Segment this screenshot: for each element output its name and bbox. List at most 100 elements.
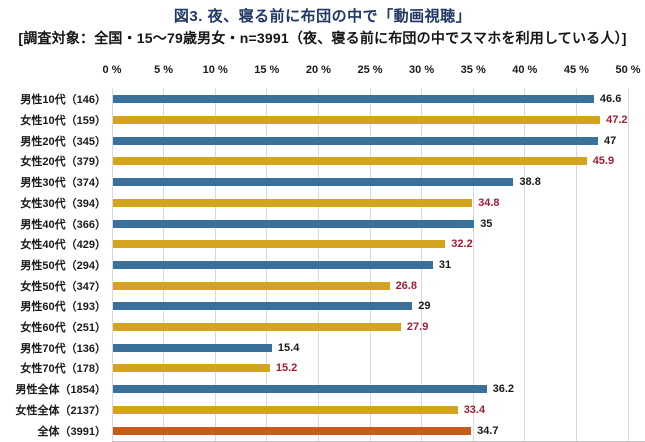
bar-row: 女性50代（347） 26.8 <box>0 275 645 296</box>
category-label: 男性全体（1854） <box>15 384 106 397</box>
category-label: 女性40代（429） <box>20 239 106 252</box>
bar-zone: 33.4 <box>113 400 629 421</box>
gridline <box>472 88 474 441</box>
chart-title: 図3. 夜、寝る前に布団の中で「動画視聴」 <box>173 8 472 25</box>
category-label: 女性30代（394） <box>20 197 106 210</box>
x-tick-label: 15 % <box>254 64 280 76</box>
bar-female <box>113 364 270 373</box>
value-label: 27.9 <box>406 321 429 334</box>
bar-zone: 38.8 <box>113 172 629 193</box>
value-label: 47 <box>604 134 617 147</box>
bar-zone: 27.9 <box>113 317 629 338</box>
category-label: 男性10代（146） <box>20 94 106 107</box>
x-tick-label: 5 % <box>154 64 174 76</box>
bar-zone: 35 <box>113 213 629 234</box>
bar-zone: 15.2 <box>113 358 629 379</box>
category-label: 女性50代（347） <box>20 280 106 293</box>
bar-female <box>113 198 473 207</box>
value-label: 33.4 <box>463 403 486 416</box>
bar-zone: 31 <box>113 255 629 276</box>
x-tick-label: 10 % <box>202 64 228 76</box>
bar-zone: 26.8 <box>113 275 629 296</box>
x-tick-label: 20 % <box>305 64 331 76</box>
bar-row: 女性30代（394） 34.8 <box>0 193 645 214</box>
x-axis: 0 % 5 % 10 % 15 % 20 % 25 % 30 % 35 % 40 % 45 % 50… <box>103 64 641 79</box>
bar-row: 男性全体（1854） 36.2 <box>0 379 645 400</box>
bar-female <box>113 157 587 166</box>
category-label: 男性30代（374） <box>20 177 106 190</box>
bar-zone: 47.2 <box>113 110 629 131</box>
bar-female <box>113 116 601 125</box>
value-label: 34.7 <box>477 424 499 437</box>
bar-row: 女性70代（178） 15.2 <box>0 358 645 379</box>
bar-male <box>113 95 594 104</box>
value-label: 26.8 <box>395 279 417 292</box>
bar-rows: 男性10代（146） 46.6 女性10代（159） 47.2 男性20代（345） 47… <box>0 89 645 441</box>
bar-female <box>113 405 458 414</box>
value-label: 32.2 <box>451 238 473 251</box>
bar-zone: 15.4 <box>113 337 629 358</box>
value-label: 31 <box>438 258 452 271</box>
category-label: 女性70代（178） <box>20 363 106 376</box>
bar-row: 女性20代（379） 45.9 <box>0 151 645 172</box>
bar-male <box>113 302 413 311</box>
bar-row: 男性60代（193） 29 <box>0 296 645 317</box>
value-label: 15.4 <box>277 341 300 354</box>
bar-female <box>113 281 390 290</box>
bar-row: 男性20代（345） 47 <box>0 130 645 151</box>
bar-female <box>113 240 446 249</box>
bar-zone: 47 <box>113 130 629 151</box>
bar-row: 男性50代（294） 31 <box>0 255 645 276</box>
bar-row: 男性40代（366） 35 <box>0 213 645 234</box>
value-label: 38.8 <box>519 176 541 189</box>
gridline <box>524 88 526 441</box>
bar-row: 男性10代（146） 46.6 <box>0 89 645 110</box>
bar-row: 全体（3991） 34.7 <box>0 420 645 441</box>
category-label: 女性全体（2137） <box>15 404 106 417</box>
bar-zone: 45.9 <box>113 151 629 172</box>
bar-row: 男性30代（374） 38.8 <box>0 172 645 193</box>
bar-zone: 32.2 <box>113 234 629 255</box>
category-label: 女性10代（159） <box>20 115 106 128</box>
value-label: 45.9 <box>592 155 615 168</box>
bar-male <box>113 260 433 269</box>
bar-row: 女性全体（2137） 33.4 <box>0 400 645 421</box>
bar-total <box>113 426 472 435</box>
gridline <box>111 88 113 441</box>
category-label: 女性20代（379） <box>20 156 106 169</box>
x-tick-label: 45 % <box>563 64 589 76</box>
value-label: 34.8 <box>478 196 500 209</box>
x-tick-label: 0 % <box>102 64 122 76</box>
gridline <box>627 88 629 441</box>
value-label: 46.6 <box>599 93 622 106</box>
bar-male <box>113 136 599 145</box>
x-tick-label: 35 % <box>460 64 486 76</box>
x-tick-label: 40 % <box>512 64 538 76</box>
category-label: 男性20代（345） <box>20 135 106 148</box>
category-label: 男性70代（136） <box>20 342 106 355</box>
x-tick-label: 25 % <box>357 64 383 76</box>
category-label: 全体（3991） <box>37 425 106 438</box>
bar-row: 女性10代（159） 47.2 <box>0 110 645 131</box>
bar-male <box>113 343 272 352</box>
bar-row: 女性40代（429） 32.2 <box>0 234 645 255</box>
bar-zone: 36.2 <box>113 379 629 400</box>
x-tick-label: 50 % <box>615 64 641 76</box>
bar-male <box>113 385 487 394</box>
bar-row: 女性60代（251） 27.9 <box>0 317 645 338</box>
bar-zone: 34.8 <box>113 193 629 214</box>
category-label: 男性60代（193） <box>20 301 106 314</box>
bar-row: 男性70代（136） 15.4 <box>0 337 645 358</box>
gridline <box>575 88 577 441</box>
value-label: 36.2 <box>492 383 514 396</box>
x-tick-label: 30 % <box>409 64 435 76</box>
chart-subtitle: [調査対象：全国・15～79歳男女・n=3991（夜、寝る前に布団の中でスマホを… <box>18 30 627 46</box>
bar-female <box>113 323 401 332</box>
bar-zone: 34.7 <box>113 420 629 441</box>
category-label: 女性60代（251） <box>20 322 106 335</box>
bar-zone: 46.6 <box>113 89 629 110</box>
bar-zone: 29 <box>113 296 629 317</box>
value-label: 47.2 <box>606 114 628 127</box>
category-label: 男性40代（366） <box>20 218 106 231</box>
